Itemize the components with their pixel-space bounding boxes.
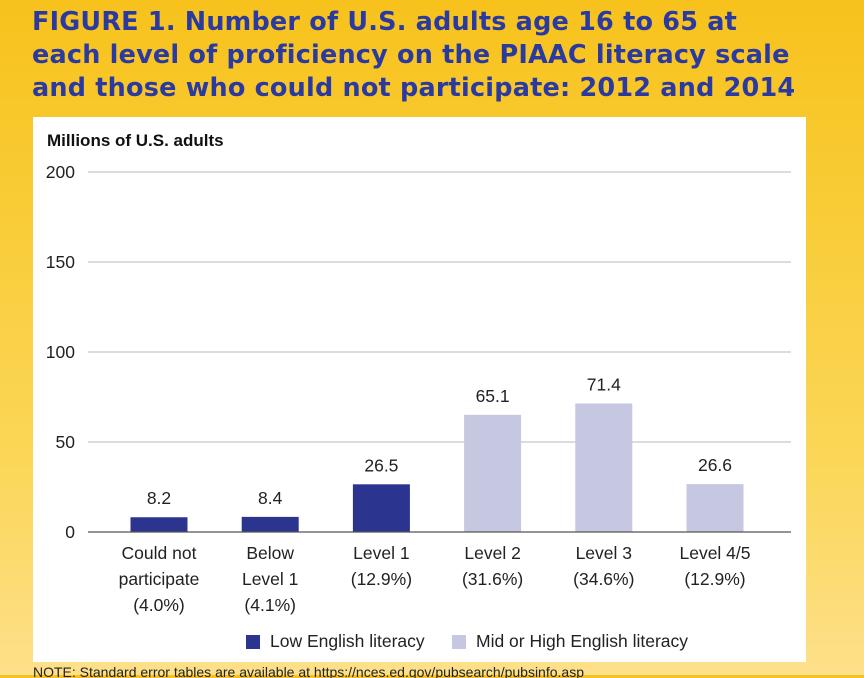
figure-title-line-1: FIGURE 1. Number of U.S. adults age 16 t…: [32, 7, 738, 37]
bar-chart: Millions of U.S. adults 0 50 100 150 200 8.2 Co…: [46, 131, 791, 615]
figure-title-line-2: each level of proficiency on the PIAAC l…: [32, 40, 790, 70]
figure-title-line-3: and those who could not participate: 201…: [32, 73, 796, 103]
x-tick-label-3: Level 1 (12.9%): [351, 543, 412, 589]
x-tick-label-5: Level 3 (34.6%): [573, 543, 634, 589]
x-tick-label-1: Could not participate (4.0%): [119, 543, 200, 615]
y-tick-label-50: 50: [56, 432, 76, 452]
x-tick-label-6: Level 4/5 (12.9%): [679, 543, 750, 589]
bar-value-label-1: 8.2: [147, 488, 171, 508]
bar-2: [241, 516, 299, 532]
chart-legend: Low English literacy Mid or High English…: [33, 631, 806, 653]
legend-swatch-low: [246, 634, 260, 649]
legend-item-mid-high: Mid or High English literacy: [452, 631, 688, 652]
bar-5: [575, 403, 633, 532]
x-tick-label-4: Level 2 (31.6%): [462, 543, 523, 589]
legend-item-low: Low English literacy: [246, 631, 425, 652]
bar-1: [130, 517, 188, 532]
bar-value-label-6: 26.6: [698, 455, 732, 475]
bar-3: [352, 484, 410, 532]
legend-label-mid-high: Mid or High English literacy: [476, 631, 689, 651]
chart-panel: Millions of U.S. adults 0 50 100 150 200 8.2 Co…: [33, 117, 806, 662]
legend-swatch-mid-high: [452, 634, 466, 649]
y-tick-label-0: 0: [65, 522, 75, 542]
legend-label-low: Low English literacy: [270, 631, 425, 651]
bar-6: [686, 484, 744, 532]
bar-value-label-3: 26.5: [364, 455, 398, 475]
bar-value-label-2: 8.4: [258, 488, 283, 508]
y-tick-label-100: 100: [46, 342, 75, 362]
figure-note: NOTE: Standard error tables are availabl…: [33, 664, 584, 678]
bar-value-label-4: 65.1: [476, 386, 510, 406]
y-tick-label-150: 150: [46, 252, 75, 272]
x-tick-label-2: Below Level 1 (4.1%): [242, 543, 298, 615]
y-tick-label-200: 200: [46, 162, 75, 182]
bar-4: [464, 414, 522, 532]
bar-value-label-5: 71.4: [587, 374, 621, 394]
y-axis-label: Millions of U.S. adults: [47, 131, 224, 150]
figure-title: FIGURE 1. Number of U.S. adults age 16 t…: [32, 6, 832, 105]
